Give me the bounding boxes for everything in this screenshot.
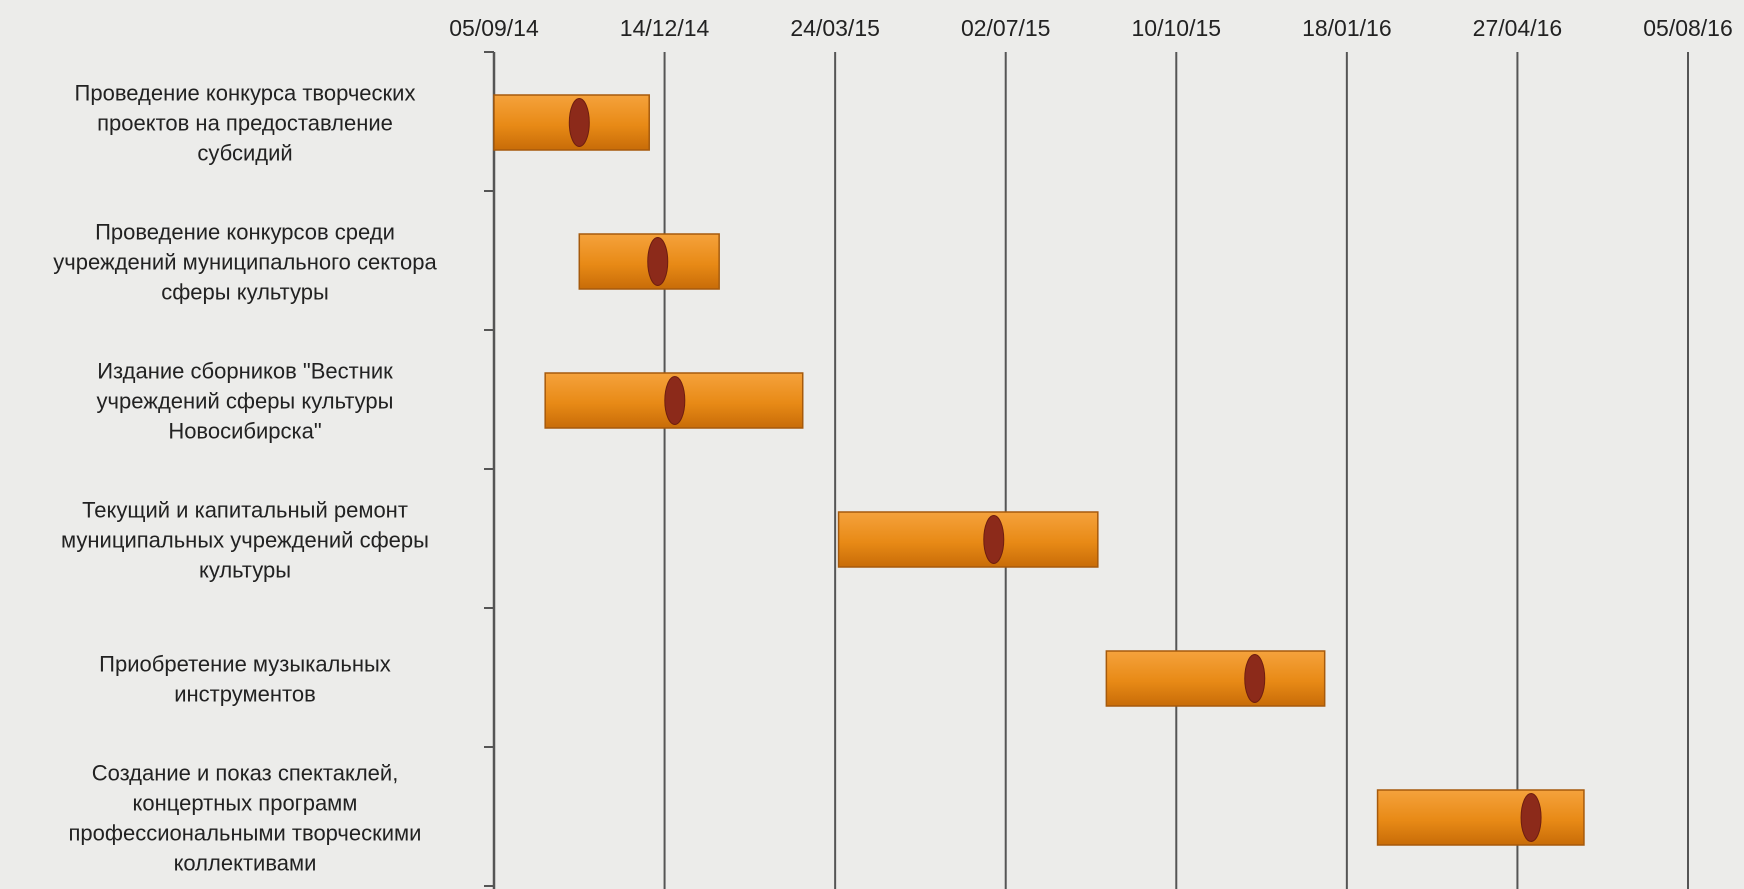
milestone-marker [664,376,686,425]
task-label-line: профессиональными творческими [69,821,422,846]
task-label: Приобретение музыкальных инструментов [99,652,391,707]
task-label-line: Приобретение музыкальных [99,652,391,677]
milestone-marker [647,237,669,286]
task-label-line: Новосибирска" [168,419,321,444]
task-label: Текущий и капитальный ремонт муниципальны… [61,498,429,583]
milestone-marker [1520,793,1542,842]
task-label: Проведение конкурсов среди учреждений мун… [53,220,437,305]
task-bar [837,511,1099,568]
x-tick-label: 10/10/15 [1132,15,1222,41]
task-label-line: Создание и показ спектаклей, [92,761,399,786]
task-label: Издание сборников "Вестник учреждений сфе… [97,359,394,444]
x-tick-label: 27/04/16 [1473,15,1563,41]
milestone-marker [983,515,1005,564]
milestone-marker [1244,654,1266,703]
x-tick-label: 18/01/16 [1302,15,1392,41]
task-label-line: муниципальных учреждений сферы [61,528,429,553]
milestone-marker [568,98,590,147]
x-tick-label: 05/08/16 [1643,15,1733,41]
y-axis [484,51,494,887]
x-tick-label: 24/03/15 [790,15,880,41]
task-label-line: Проведение конкурсов среди [95,220,395,245]
task-label-line: Издание сборников "Вестник [97,359,393,384]
grid-lines [492,52,1689,889]
task-label-line: учреждений муниципального сектора [53,250,437,275]
x-tick-labels: 05/09/14 14/12/14 24/03/15 02/07/15 10/10/15… [449,15,1733,41]
x-tick-label: 05/09/14 [449,15,539,41]
task-labels: Проведение конкурса творческих проектов н… [53,81,437,876]
task-label-line: Проведение конкурса творческих [75,81,416,106]
task-label-line: культуры [199,558,291,583]
task-bar [1376,789,1585,846]
task-label: Создание и показ спектаклей, концертных п… [69,761,422,876]
task-label-line: концертных программ [133,791,358,816]
task-bar [1105,650,1326,707]
x-tick-label: 02/07/15 [961,15,1051,41]
task-label-line: сферы культуры [161,280,329,305]
task-label-line: коллективами [174,851,317,876]
task-bars [493,94,1585,846]
task-label-line: учреждений сферы культуры [97,389,394,414]
task-label: Проведение конкурса творческих проектов н… [75,81,416,166]
task-label-line: Текущий и капитальный ремонт [82,498,408,523]
task-label-line: инструментов [174,682,316,707]
task-label-line: субсидий [197,141,292,166]
task-label-line: проектов на предоставление [97,111,393,136]
x-tick-label: 14/12/14 [620,15,710,41]
